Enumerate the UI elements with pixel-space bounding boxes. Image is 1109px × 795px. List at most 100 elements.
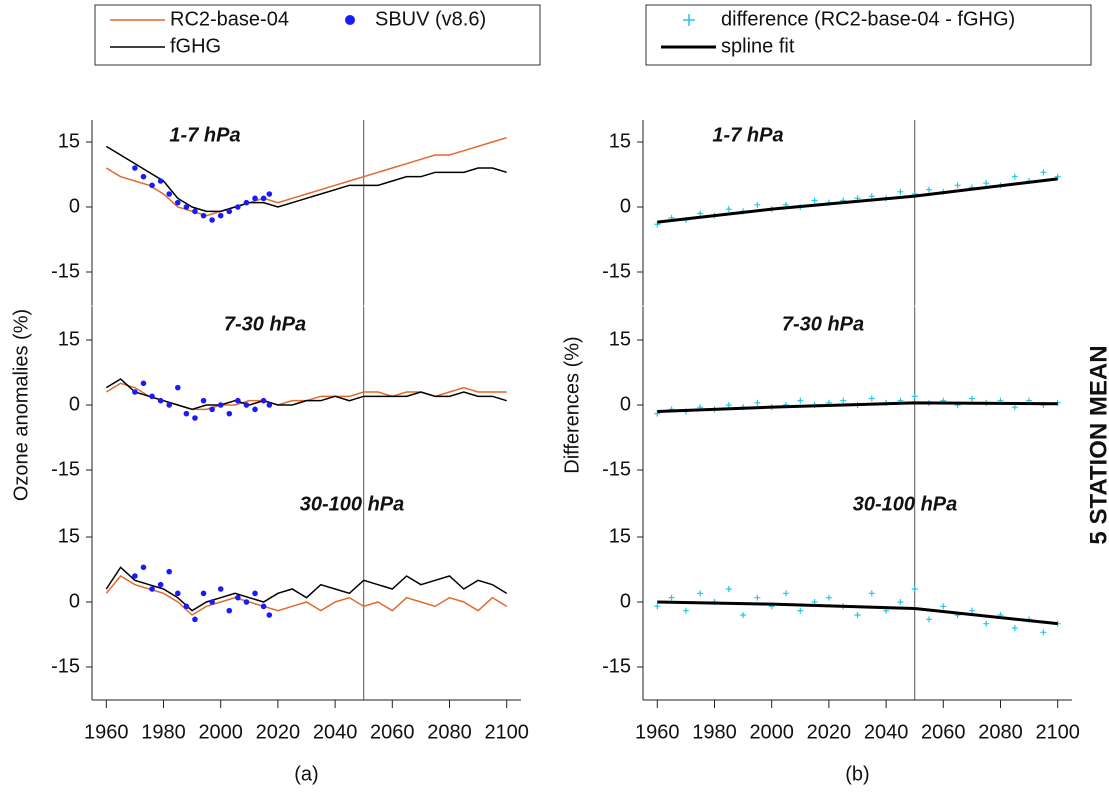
plus-marker	[911, 586, 918, 592]
dot-marker	[192, 208, 198, 215]
dot-marker	[149, 182, 155, 189]
dot-marker	[183, 410, 190, 417]
y-tick-label: 0	[69, 393, 80, 415]
plus-marker	[1011, 173, 1018, 180]
y-tick-label: 15	[609, 328, 631, 350]
series-line	[105, 575, 508, 616]
dot-marker	[217, 586, 224, 592]
side-label: 5 STATION MEAN	[1085, 345, 1109, 544]
dot-marker	[209, 599, 215, 605]
dot-marker	[252, 195, 258, 202]
plus-marker	[983, 620, 990, 627]
dot-marker	[226, 410, 233, 417]
dot-marker	[192, 616, 198, 623]
plus-marker	[725, 402, 732, 408]
dot-marker	[157, 178, 164, 184]
dot-marker	[226, 607, 233, 614]
dot-marker	[243, 199, 250, 206]
x-tick-label: 1960	[84, 721, 129, 743]
y-axis-label: Ozone anomalies (%)	[10, 309, 32, 501]
dot-marker	[166, 402, 173, 408]
legend-label: difference (RC2-base-04 - fGHG)	[721, 8, 1015, 30]
chart-title: 30-100 hPa	[300, 493, 405, 515]
y-tick-label: 0	[69, 590, 80, 612]
dot-marker	[260, 397, 267, 404]
dot-marker	[132, 165, 138, 171]
plus-marker	[783, 590, 789, 597]
plus-marker	[926, 186, 932, 193]
legend-label: SBUV (v8.6)	[375, 8, 486, 30]
dot-marker	[140, 380, 147, 387]
dot-marker	[149, 393, 155, 400]
plus-marker	[897, 599, 904, 605]
plus-marker	[697, 210, 704, 217]
x-tick-label: 2020	[256, 721, 301, 743]
plus-marker	[825, 594, 832, 601]
y-tick-label: 15	[609, 525, 631, 547]
y-tick-label: 15	[58, 328, 80, 350]
dot-marker	[235, 204, 241, 210]
x-tick-label: 2080	[427, 721, 472, 743]
legend-box	[645, 4, 1092, 66]
plus-marker	[968, 395, 975, 402]
y-tick-label: 15	[609, 130, 631, 152]
dot-marker	[266, 191, 273, 197]
plus-marker	[654, 221, 661, 228]
dot-marker	[183, 204, 190, 210]
chart-title: 1-7 hPa	[712, 124, 783, 146]
plus-marker	[968, 607, 975, 614]
dot-marker	[157, 581, 164, 588]
dot-marker	[217, 402, 224, 408]
legend-label: fGHG	[170, 35, 221, 57]
plus-marker	[1040, 629, 1047, 636]
x-tick-label: 2060	[921, 721, 966, 743]
legend-box	[94, 4, 541, 66]
plus-marker	[1011, 625, 1018, 632]
plus-marker	[697, 590, 704, 597]
plus-marker	[897, 188, 904, 195]
dot-marker	[235, 594, 241, 601]
plus-marker	[654, 410, 661, 417]
x-tick-label: 2000	[749, 721, 794, 743]
plus-marker	[983, 180, 990, 187]
series-line	[105, 378, 507, 411]
dot-marker	[200, 212, 207, 219]
x-tick-label: 2020	[807, 721, 852, 743]
chart-title: 7-30 hPa	[224, 313, 306, 335]
x-tick-label: 1980	[692, 721, 737, 743]
legend-marker	[683, 14, 695, 26]
y-tick-label: -15	[51, 260, 80, 282]
plus-marker	[1054, 173, 1061, 180]
plus-marker	[682, 607, 689, 614]
chart-title: 7-30 hPa	[782, 313, 864, 335]
dot-marker	[209, 217, 215, 223]
x-tick-label: 2040	[864, 721, 909, 743]
legend-marker	[345, 15, 355, 25]
plus-marker	[725, 206, 732, 213]
plus-marker	[911, 393, 918, 400]
y-tick-label: -15	[602, 260, 631, 282]
plus-marker	[797, 607, 804, 614]
x-tick-label: 2100	[1035, 721, 1080, 743]
y-tick-label: 0	[620, 393, 631, 415]
x-tick-label: 1980	[141, 721, 186, 743]
plus-marker	[940, 603, 947, 610]
plus-marker	[1011, 404, 1018, 411]
y-tick-label: 0	[69, 195, 80, 217]
legend-label: spline fit	[721, 35, 795, 57]
panel-caption: (b)	[845, 763, 869, 785]
dot-marker	[266, 612, 273, 618]
dot-marker	[200, 397, 207, 404]
plus-marker	[797, 397, 804, 404]
series-line	[657, 401, 1058, 413]
plus-marker	[754, 594, 761, 601]
dot-marker	[175, 590, 181, 597]
plus-marker	[954, 182, 961, 189]
dot-marker	[140, 564, 147, 571]
y-tick-label: 15	[58, 130, 80, 152]
chart-title: 30-100 hPa	[853, 493, 958, 515]
series-line	[105, 136, 507, 217]
plus-marker	[868, 193, 875, 200]
